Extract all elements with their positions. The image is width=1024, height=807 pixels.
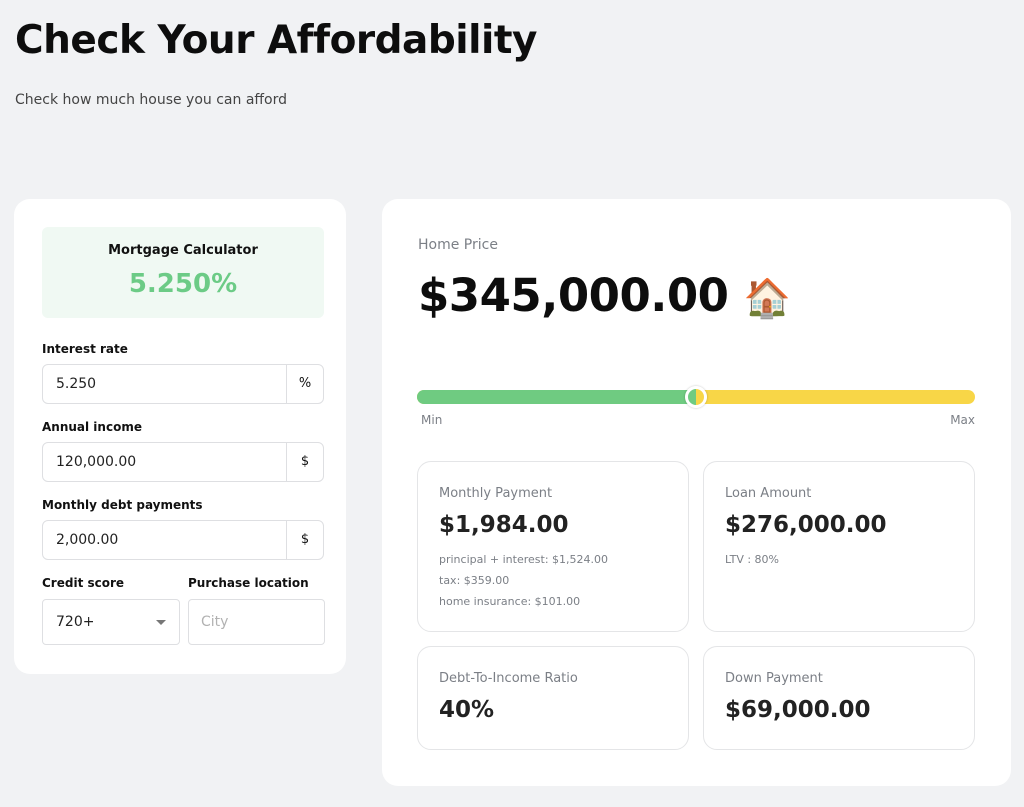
page-subtitle: Check how much house you can afford <box>15 92 288 108</box>
dollar-addon: $ <box>286 521 323 559</box>
loan-amount-card: Loan Amount $276,000.00 LTV : 80% <box>703 461 975 632</box>
purchase-location-label: Purchase location <box>188 576 309 590</box>
page-title: Check Your Affordability <box>15 18 537 63</box>
credit-score-value: 720+ <box>56 614 95 630</box>
interest-rate-group: % <box>42 364 324 404</box>
interest-rate-label: Interest rate <box>42 342 128 356</box>
chevron-down-icon <box>156 620 166 625</box>
slider-max-label: Max <box>950 413 975 427</box>
home-insurance-text: home insurance: $101.00 <box>439 595 581 608</box>
monthly-debt-input[interactable] <box>43 521 288 559</box>
down-payment-value: $69,000.00 <box>725 697 871 723</box>
ltv-text: LTV : 80% <box>725 553 780 566</box>
annual-income-input[interactable] <box>43 443 288 481</box>
principal-interest-text: principal + interest: $1,524.00 <box>439 553 609 566</box>
home-price-label: Home Price <box>418 237 498 253</box>
dollar-addon: $ <box>286 443 323 481</box>
monthly-payment-card: Monthly Payment $1,984.00 principal + in… <box>417 461 689 632</box>
results-card: Home Price $345,000.00 🏠 Min Max Monthly… <box>382 199 1011 786</box>
price-slider-fill <box>417 390 696 404</box>
annual-income-label: Annual income <box>42 420 142 434</box>
price-slider-handle[interactable] <box>685 386 707 408</box>
home-price-value: $345,000.00 🏠 <box>418 269 791 322</box>
calculator-rate: 5.250% <box>128 269 238 299</box>
loan-amount-title: Loan Amount <box>725 486 812 501</box>
dti-title: Debt-To-Income Ratio <box>439 671 578 686</box>
mortgage-calculator-card: Mortgage Calculator 5.250% Interest rate… <box>14 199 346 674</box>
percent-addon: % <box>286 365 323 403</box>
calculator-summary: Mortgage Calculator 5.250% <box>42 227 324 318</box>
calculator-title: Mortgage Calculator <box>108 243 258 258</box>
purchase-location-input[interactable] <box>188 599 325 645</box>
interest-rate-input[interactable] <box>43 365 288 403</box>
tax-text: tax: $359.00 <box>439 574 510 587</box>
dti-value: 40% <box>439 697 495 723</box>
monthly-debt-label: Monthly debt payments <box>42 498 203 512</box>
credit-score-select[interactable]: 720+ <box>42 599 180 645</box>
monthly-debt-group: $ <box>42 520 324 560</box>
loan-amount-value: $276,000.00 <box>725 512 887 538</box>
monthly-payment-value: $1,984.00 <box>439 512 569 538</box>
slider-min-label: Min <box>421 413 443 427</box>
credit-score-label: Credit score <box>42 576 125 590</box>
down-payment-title: Down Payment <box>725 671 823 686</box>
down-payment-card: Down Payment $69,000.00 <box>703 646 975 750</box>
annual-income-group: $ <box>42 442 324 482</box>
monthly-payment-title: Monthly Payment <box>439 486 553 501</box>
dti-card: Debt-To-Income Ratio 40% <box>417 646 689 750</box>
house-icon: 🏠 <box>743 276 791 320</box>
home-price-amount: $345,000.00 <box>418 269 729 322</box>
